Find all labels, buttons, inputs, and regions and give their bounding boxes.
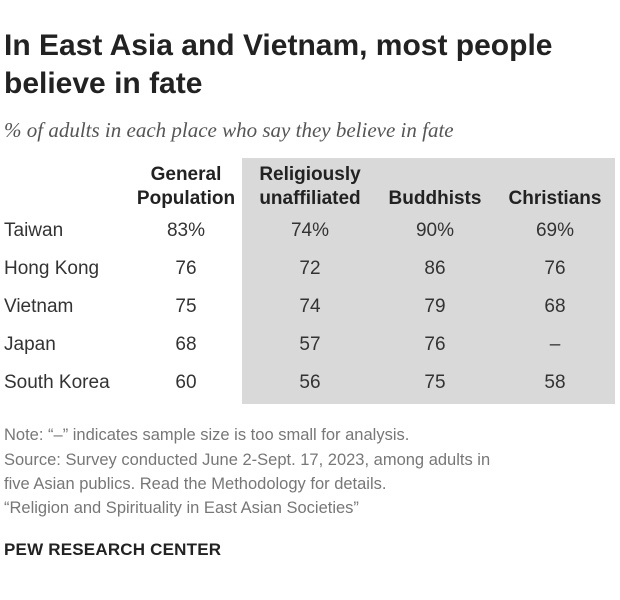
row-label: Taiwan [4, 220, 64, 241]
table-cell: – [549, 334, 561, 355]
chart-title: In East Asia and Vietnam, most people be… [4, 29, 553, 100]
table-cell: 90% [415, 220, 455, 241]
table-cell: 57 [299, 334, 321, 355]
table-cell: 69% [535, 220, 575, 241]
column-header-line2: unaffiliated [259, 188, 361, 209]
column-header-line2: Christians [508, 188, 602, 209]
row-label: Vietnam [4, 296, 74, 317]
table-cell: 76 [544, 258, 566, 279]
source-line: “Religion and Spirituality in East Asian… [4, 499, 359, 517]
shaded-column-group [242, 158, 615, 404]
row-label: Hong Kong [4, 258, 100, 279]
column-header-line1: General [150, 164, 222, 185]
table-cell: 58 [544, 372, 566, 393]
table-cell: 56 [299, 372, 321, 393]
table-cell: 76 [424, 334, 446, 355]
table-cell: 68 [175, 334, 197, 355]
table-cell: 72 [299, 258, 321, 279]
column-header-line1: Religiously [259, 164, 361, 185]
table-cell: 60 [175, 372, 197, 393]
row-label: South Korea [4, 372, 110, 393]
table-cell: 86 [424, 258, 446, 279]
table-cell: 75 [175, 296, 197, 317]
table-cell: 74% [290, 220, 330, 241]
source-line: five Asian publics. Read the Methodology… [4, 475, 387, 493]
column-header-line2: Population [136, 188, 236, 209]
table-cell: 68 [544, 296, 566, 317]
table-cell: 79 [424, 296, 446, 317]
chart-subtitle: % of adults in each place who say they b… [4, 118, 454, 142]
row-label: Japan [4, 334, 56, 355]
source-footer: PEW RESEARCH CENTER [4, 540, 222, 559]
note-line: Note: “–” indicates sample size is too s… [4, 426, 410, 444]
table-cell: 76 [175, 258, 197, 279]
table-cell: 83% [166, 220, 206, 241]
table-cell: 74 [299, 296, 321, 317]
table-cell: 75 [424, 372, 446, 393]
column-header-line2: Buddhists [388, 188, 482, 209]
source-line: Source: Survey conducted June 2-Sept. 17… [4, 451, 491, 469]
